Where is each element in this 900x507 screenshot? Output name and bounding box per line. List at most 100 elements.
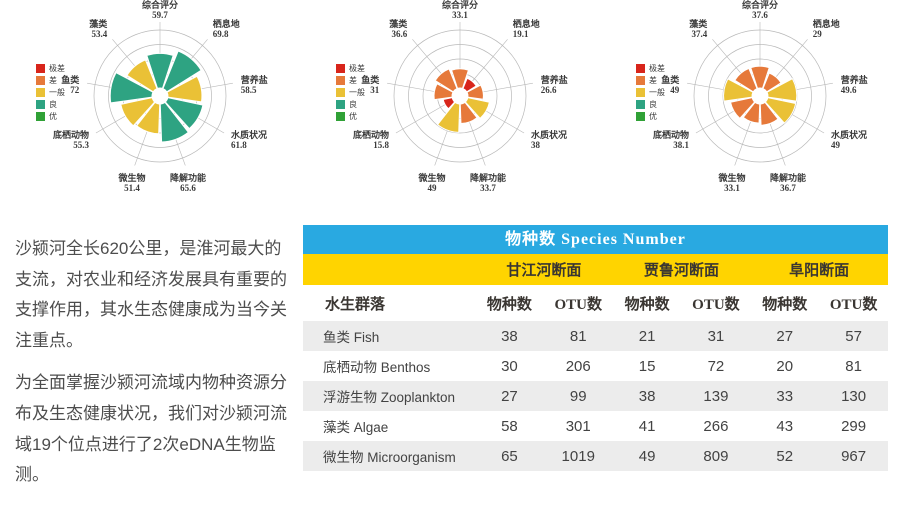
- legend-item: 极差: [636, 64, 665, 73]
- legend-swatch-icon: [36, 100, 45, 109]
- rose-petal: [766, 78, 798, 102]
- table-cell: 43: [776, 417, 794, 435]
- legend-label: 良: [349, 100, 357, 109]
- rose-petal: [159, 101, 190, 143]
- table-cell: 266: [703, 417, 729, 435]
- intro-paragraph-1: 沙颍河全长620公里，是淮河最大的支流，对农业和经济发展具有重要的支撑作用，其水…: [15, 239, 287, 350]
- chart-legend: 极差差一般良优: [636, 64, 665, 121]
- column-header: 物种数: [762, 296, 808, 313]
- legend-item: 一般: [636, 88, 665, 97]
- legend-item: 良: [336, 100, 365, 109]
- chart-ring: [393, 29, 527, 163]
- chart-category-label: 水质状况 49: [831, 129, 867, 150]
- table-cell: 38: [638, 387, 656, 405]
- chart-ring: [708, 44, 812, 148]
- legend-label: 一般: [649, 88, 665, 97]
- table-cell: 99: [569, 387, 587, 405]
- legend-item: 极差: [336, 64, 365, 73]
- rose-petal: [450, 68, 470, 90]
- chart-category-label: 栖息地 69.8: [213, 18, 240, 39]
- table-cell: 81: [845, 357, 862, 375]
- chart-category-label: 综合评分 37.6: [742, 0, 778, 20]
- rose-charts-row: 极差差一般良优 综合评分 59.7 栖息地 69.8 营养盐 58.5 水质状况 61.8 降解…: [0, 0, 900, 214]
- column-header: 水生群落: [325, 296, 386, 313]
- legend-swatch-icon: [36, 64, 45, 73]
- rose-petal: [433, 83, 454, 101]
- legend-swatch-icon: [636, 100, 645, 109]
- table-cell: 809: [703, 447, 729, 465]
- species-table: 物种数 Species Number 甘江河断面 贾鲁河断面 阜阳断面 水生群落…: [303, 225, 888, 503]
- rose-petal: [750, 65, 770, 90]
- legend-swatch-icon: [36, 76, 45, 85]
- legend-swatch-icon: [336, 112, 345, 121]
- chart-category-label: 降解功能 33.7: [470, 172, 506, 193]
- chart-panel-3: 极差差一般良优 综合评分 37.6 栖息地 29 营养盐 49.6 水质状况 49 降解功能 36…: [600, 0, 900, 214]
- table-cell: 57: [845, 327, 862, 345]
- legend-label: 良: [49, 100, 57, 109]
- rose-petal: [729, 97, 756, 120]
- table-cell: 15: [638, 357, 656, 375]
- table-cell: 65: [501, 447, 518, 465]
- chart-category-label: 水质状况 61.8: [231, 129, 267, 150]
- row-label: 微生物 Microorganism: [323, 450, 456, 465]
- chart-category-label: 鱼类 31: [361, 74, 380, 95]
- legend-item: 优: [636, 112, 665, 121]
- chart-category-label: 藻类 36.6: [389, 18, 408, 39]
- rose-petal: [146, 52, 174, 90]
- rose-petal: [459, 101, 478, 125]
- rose-petal: [734, 67, 758, 93]
- chart-category-label: 栖息地 19.1: [513, 18, 540, 39]
- legend-item: 优: [36, 112, 65, 121]
- rose-petal: [762, 72, 782, 93]
- legend-label: 良: [649, 100, 657, 109]
- chart-ring: [93, 29, 227, 163]
- chart-legend: 极差差一般良优: [36, 64, 65, 121]
- legend-swatch-icon: [636, 64, 645, 73]
- table-row: 藻类 Algae 58 301 41 266 43 299: [303, 411, 888, 441]
- chart-ring: [422, 58, 498, 134]
- chart-category-label: 营养盐 58.5: [241, 74, 268, 95]
- legend-label: 差: [649, 76, 657, 85]
- chart-legend: 极差差一般良优: [336, 64, 365, 121]
- table-cell: 967: [841, 447, 867, 465]
- table-cell: 1019: [561, 447, 595, 465]
- table-cell: 81: [569, 327, 587, 345]
- chart-ring: [408, 44, 512, 148]
- table-title: 物种数 Species Number: [303, 225, 888, 254]
- chart-category-label: 降解功能 36.7: [770, 172, 806, 193]
- rose-chart-1: 综合评分 59.7 栖息地 69.8 营养盐 58.5 水质状况 61.8 降解功能 65.6 微生…: [53, 0, 268, 193]
- legend-swatch-icon: [636, 112, 645, 121]
- legend-swatch-icon: [36, 112, 45, 121]
- intro-text: 沙颍河全长620公里，是淮河最大的支流，对农业和经济发展具有重要的支撑作用，其水…: [0, 222, 303, 503]
- group-header-ganjiang: 甘江河断面: [506, 263, 582, 279]
- legend-swatch-icon: [336, 76, 345, 85]
- intro-paragraph-2: 为全面掌握沙颍河流域内物种资源分布及生态健康状况，我们对沙颍河流域19个位点进行…: [15, 373, 287, 485]
- table-column-header-row: 水生群落 物种数 OTU数 物种数 OTU数 物种数 OTU数: [303, 285, 888, 321]
- chart-category-label: 鱼类 49: [661, 74, 680, 95]
- rose-petal: [166, 75, 203, 103]
- row-label: 藻类 Algae: [323, 420, 389, 435]
- legend-label: 极差: [349, 64, 365, 73]
- table-cell: 30: [501, 357, 518, 375]
- chart-category-label: 微生物 51.4: [117, 172, 145, 193]
- row-label: 浮游生物 Zooplankton: [323, 390, 456, 405]
- table-cell: 21: [638, 327, 656, 345]
- chart-category-label: 底栖动物 55.3: [53, 129, 90, 150]
- chart-spoke: [395, 99, 454, 134]
- table-row: 浮游生物 Zooplankton 27 99 38 139 33 130: [303, 381, 888, 411]
- legend-item: 良: [36, 100, 65, 109]
- rose-petal: [164, 97, 204, 130]
- table-row: 鱼类 Fish 38 81 21 31 27 57: [303, 321, 888, 351]
- rose-petal: [723, 78, 754, 102]
- chart-category-label: 综合评分 33.1: [442, 0, 478, 20]
- column-header: OTU数: [692, 296, 740, 313]
- legend-swatch-icon: [336, 64, 345, 73]
- rose-petal: [436, 101, 461, 133]
- table-body: 鱼类 Fish 38 81 21 31 27 57 底栖动物 Benthos 30 206 15 72…: [303, 321, 888, 471]
- legend-item: 良: [636, 100, 665, 109]
- chart-category-label: 营养盐 49.6: [841, 74, 868, 95]
- legend-label: 差: [49, 76, 57, 85]
- chart-ring: [108, 44, 212, 148]
- table-cell: 31: [707, 327, 725, 345]
